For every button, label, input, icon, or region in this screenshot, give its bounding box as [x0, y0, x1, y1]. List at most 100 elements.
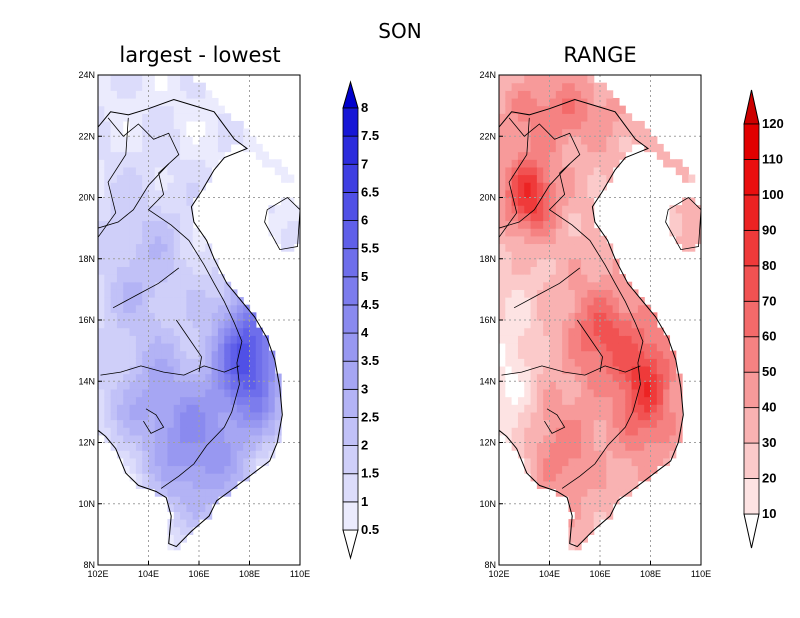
field-cell — [173, 427, 181, 436]
field-cell — [549, 281, 557, 290]
field-cell — [217, 151, 225, 160]
field-cell — [255, 411, 263, 421]
field-cell — [549, 404, 557, 413]
field-cell — [606, 511, 614, 520]
field-cell — [116, 373, 124, 382]
field-cell — [612, 373, 620, 382]
field-cell — [600, 281, 607, 290]
field-cell — [154, 289, 162, 298]
field-cell — [517, 381, 525, 390]
field-cell — [116, 419, 124, 428]
field-cell — [116, 281, 124, 290]
field-cell — [192, 473, 200, 482]
field-cell — [669, 434, 677, 444]
field-cell — [110, 411, 118, 421]
field-cell — [173, 312, 181, 321]
field-cell — [104, 128, 112, 137]
field-cell — [236, 304, 244, 313]
field-cell — [192, 143, 200, 153]
field-cell — [625, 480, 633, 490]
field-cell — [110, 297, 118, 306]
field-cell — [675, 212, 683, 222]
field-cell — [186, 136, 194, 145]
field-cell — [192, 404, 200, 413]
field-cell — [186, 511, 194, 520]
field-cell — [217, 136, 225, 145]
field-cell — [568, 274, 576, 283]
field-cell — [192, 97, 200, 107]
shaded-field — [499, 75, 701, 551]
field-cell — [530, 281, 538, 290]
field-cell — [217, 128, 225, 137]
field-cell — [205, 159, 213, 168]
field-cell — [517, 320, 525, 329]
field-cell — [224, 388, 232, 398]
colorbar-box — [342, 163, 359, 193]
field-cell — [104, 258, 112, 268]
field-cell — [587, 75, 595, 84]
field-cell — [161, 350, 169, 359]
field-cell — [217, 427, 225, 436]
field-cell — [625, 327, 633, 336]
field-cell — [148, 404, 156, 413]
field-cell — [186, 419, 194, 428]
field-cell — [555, 182, 563, 191]
field-cell — [249, 442, 257, 451]
field-cell — [98, 220, 105, 229]
field-cell — [612, 381, 620, 390]
field-cell — [612, 411, 620, 421]
field-cell — [167, 258, 175, 268]
field-cell — [110, 97, 118, 107]
field-cell — [180, 320, 187, 329]
field-cell — [663, 388, 671, 398]
field-cell — [536, 166, 544, 176]
field-cell — [142, 297, 150, 306]
field-cell — [98, 105, 105, 114]
field-cell — [549, 358, 557, 367]
field-cell — [593, 496, 601, 505]
field-cell — [612, 465, 620, 474]
field-cell — [205, 480, 213, 490]
field-cell — [243, 419, 251, 428]
field-cell — [675, 404, 683, 413]
field-cell — [568, 143, 576, 153]
field-cell — [574, 411, 582, 421]
field-cell — [562, 473, 570, 482]
field-cell — [524, 243, 532, 252]
field-cell — [104, 136, 112, 145]
field-cell — [255, 358, 263, 367]
field-cell — [517, 289, 525, 298]
field-cell — [505, 82, 513, 91]
field-cell — [224, 450, 232, 459]
field-cell — [173, 350, 181, 359]
field-cell — [104, 243, 112, 252]
field-cell — [593, 450, 601, 459]
field-cell — [543, 113, 551, 122]
field-cell — [224, 320, 232, 329]
field-cell — [211, 143, 219, 153]
field-cell — [530, 419, 538, 428]
field-cell — [568, 534, 576, 543]
field-cell — [268, 212, 276, 222]
field-cell — [587, 189, 595, 199]
field-cell — [536, 205, 544, 214]
field-cell — [499, 143, 506, 153]
field-cell — [675, 220, 683, 229]
field-cell — [135, 182, 143, 191]
field-cell — [530, 434, 538, 444]
x-tick-label: 110E — [691, 569, 711, 579]
field-cell — [574, 396, 582, 405]
field-cell — [129, 427, 137, 436]
field-cell — [205, 258, 213, 268]
field-cell — [135, 419, 143, 428]
field-cell — [530, 404, 538, 413]
field-cell — [600, 511, 607, 520]
field-cell — [293, 228, 300, 237]
field-cell — [180, 388, 187, 398]
field-cell — [555, 350, 563, 359]
field-cell — [161, 320, 169, 329]
colorbar-label: 10 — [762, 506, 776, 521]
field-cell — [549, 373, 557, 382]
field-cell — [167, 358, 175, 367]
field-cell — [224, 136, 232, 145]
